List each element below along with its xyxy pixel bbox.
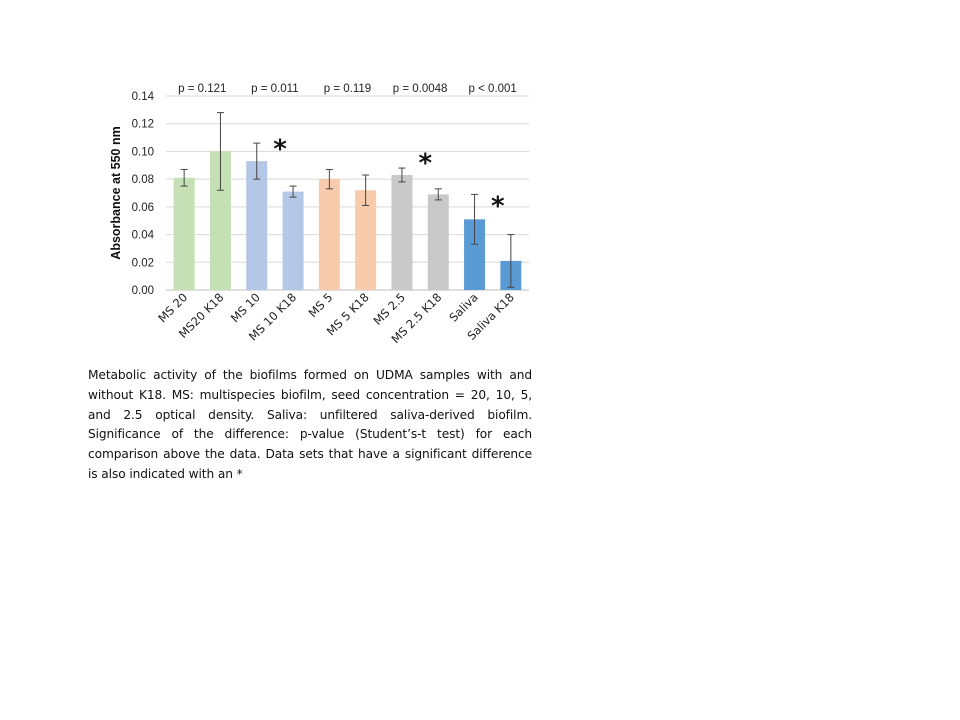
y-tick-label: 0.00 [132,285,154,297]
x-tick-label: MS 5 [306,290,336,320]
bar [209,151,231,290]
p-value-label: p = 0.119 [324,83,371,95]
p-value-label: p = 0.0048 [393,83,448,95]
significance-asterisk: * [418,149,432,179]
y-tick-label: 0.06 [132,202,154,214]
p-value-label: p < 0.001 [469,83,517,95]
bar [427,194,449,290]
y-tick-label: 0.10 [132,146,154,158]
figure-caption: Metabolic activity of the biofilms forme… [88,368,532,481]
bar [464,219,486,290]
x-tick-label: Saliva [446,290,480,324]
bar [246,161,268,290]
x-tick-label: MS 20 [155,290,190,325]
bar-chart: 0.00 0.02 0.04 0.06 0.08 0.10 0.12 0.14 Absorban… [109,83,529,346]
significance-asterisk: * [491,192,505,222]
bar [173,177,195,290]
bar [355,190,377,290]
bar [391,174,413,290]
significance-asterisk: * [273,135,287,165]
y-tick-label: 0.08 [132,174,154,186]
y-axis-title: Absorbance at 550 nm [109,126,123,259]
bar [282,191,304,290]
y-tick-label: 0.02 [132,257,154,269]
y-tick-label: 0.04 [132,230,155,242]
x-tick-label: MS 10 [228,290,263,325]
p-value-label: p = 0.011 [251,83,298,95]
p-value-label: p = 0.121 [178,83,226,95]
y-tick-label: 0.12 [132,119,154,131]
y-tick-label: 0.14 [132,91,155,103]
bar [318,179,340,290]
